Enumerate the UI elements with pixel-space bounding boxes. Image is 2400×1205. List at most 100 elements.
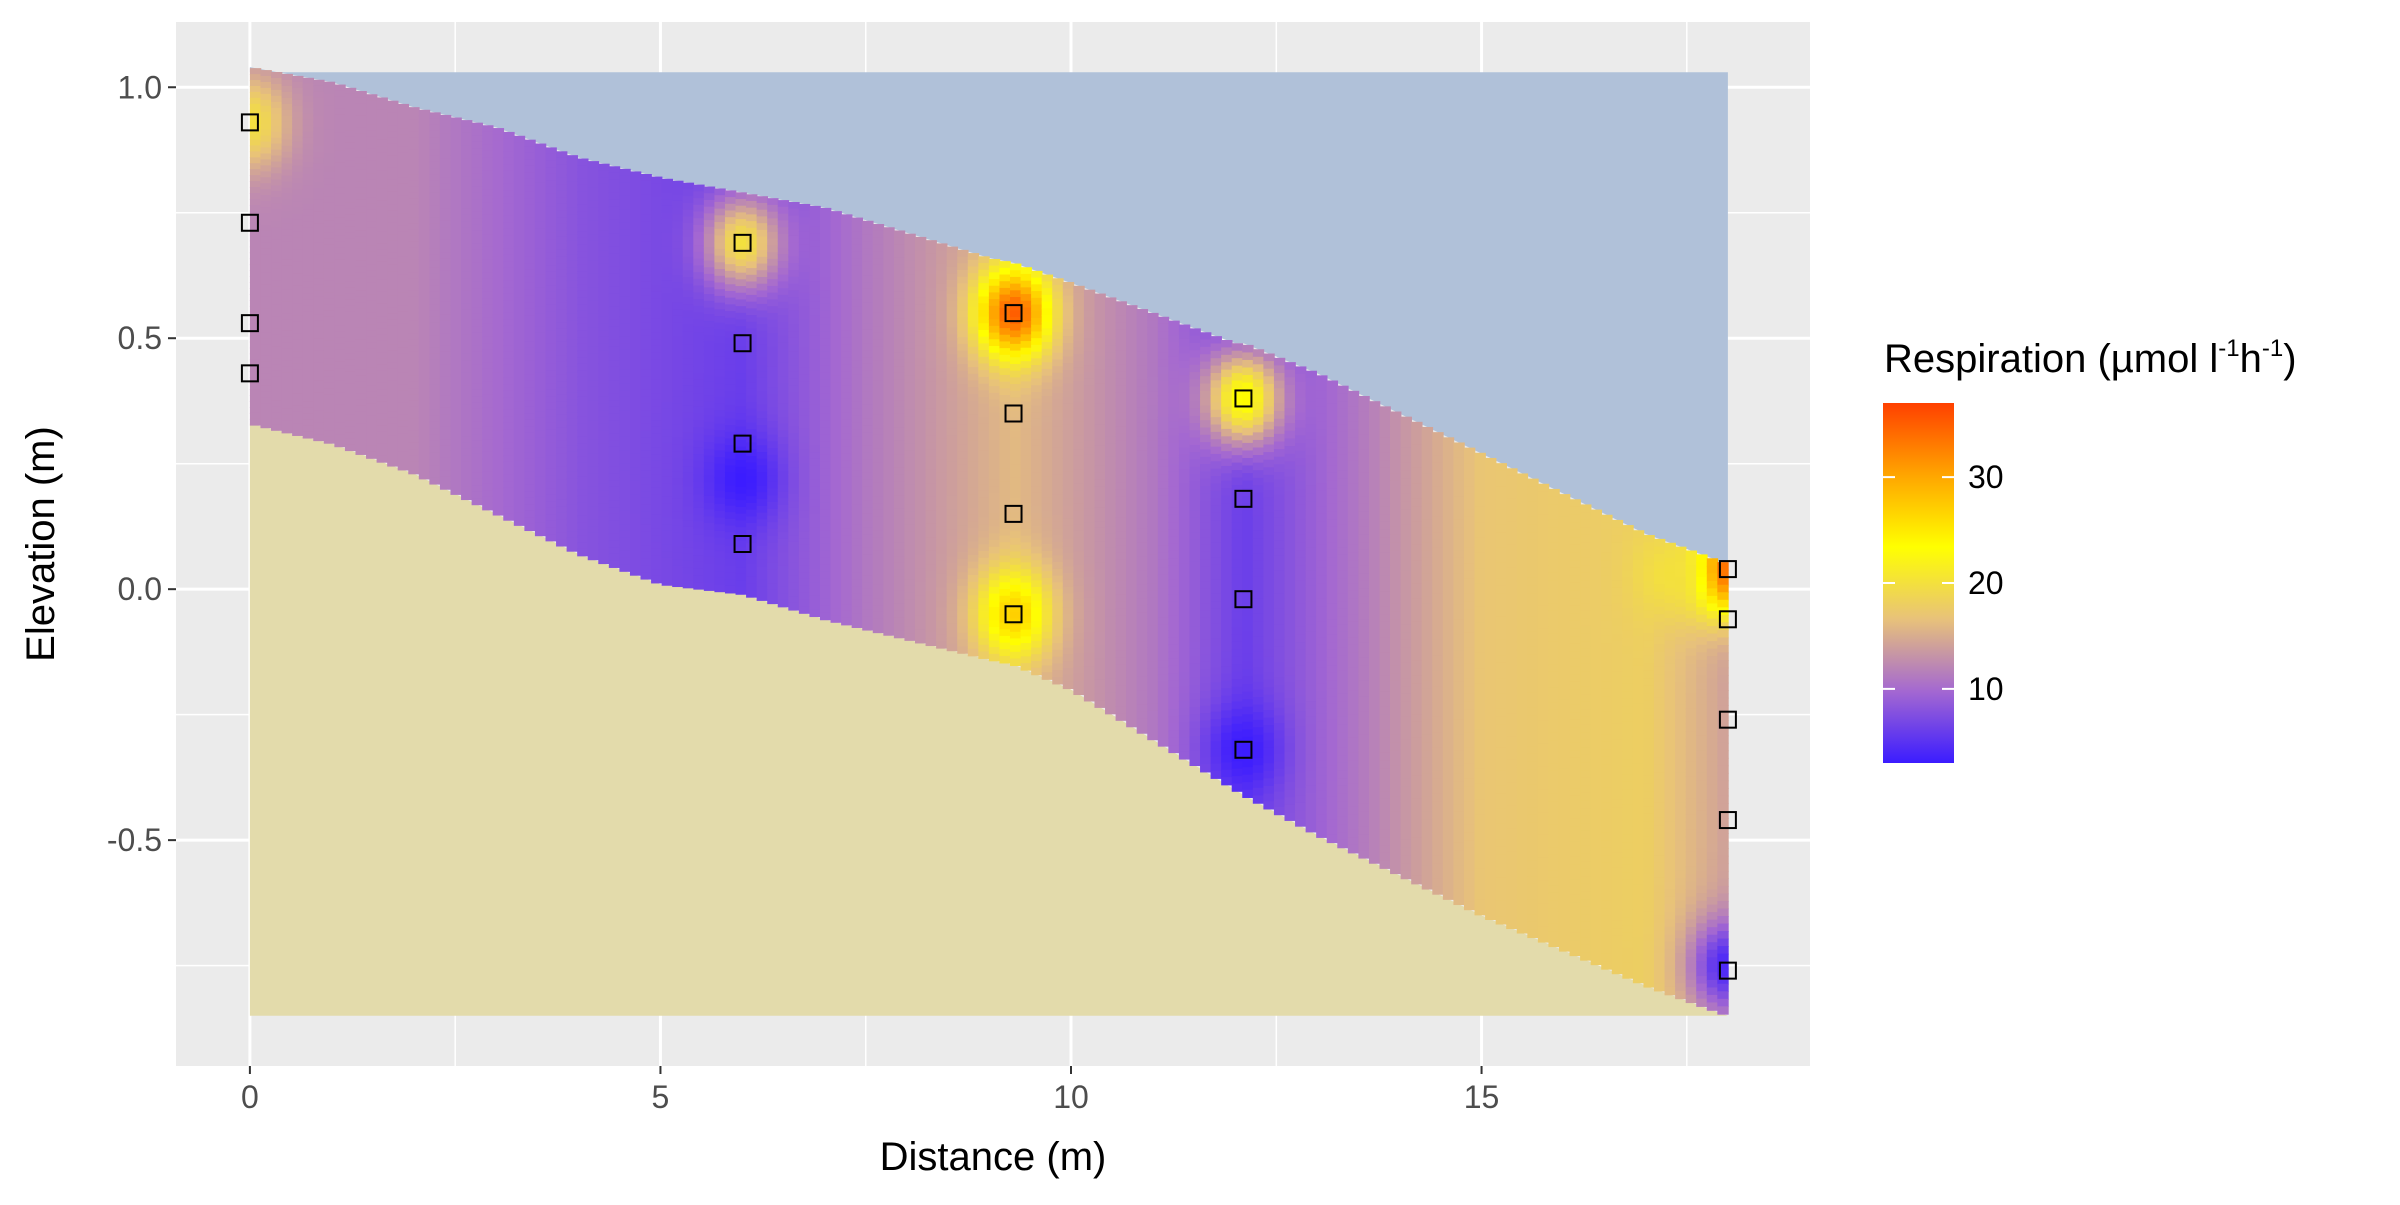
heat-cell <box>345 372 356 379</box>
heat-cell <box>915 392 926 400</box>
heat-cell <box>271 382 282 389</box>
heat-cell <box>651 529 662 537</box>
heat-cell <box>630 245 641 253</box>
heat-cell <box>1105 637 1116 645</box>
heat-cell <box>556 270 567 277</box>
heat-cell <box>767 576 778 584</box>
heat-cell <box>651 488 662 496</box>
heat-cell <box>915 555 926 563</box>
heat-cell <box>894 549 905 557</box>
heat-cell <box>778 234 789 242</box>
heat-cell <box>303 264 314 271</box>
heat-cell <box>482 381 493 388</box>
heat-cell <box>1052 407 1063 415</box>
heat-cell <box>345 124 356 131</box>
heat-cell <box>609 427 620 434</box>
heat-cell <box>619 450 630 458</box>
heat-cell <box>1116 671 1127 679</box>
heat-cell <box>873 537 884 545</box>
heat-cell <box>904 335 915 343</box>
heat-cell <box>904 525 915 533</box>
heat-cell <box>947 603 958 611</box>
heat-cell <box>641 498 652 506</box>
heat-cell <box>303 336 314 343</box>
heat-cell <box>788 236 799 244</box>
heat-cell <box>852 525 863 533</box>
heat-cell <box>1084 461 1095 469</box>
heat-cell <box>1010 558 1021 565</box>
heat-cell <box>704 213 715 221</box>
heat-cell <box>493 489 504 496</box>
heat-cell <box>883 309 894 317</box>
heat-cell <box>450 394 461 401</box>
heat-cell <box>957 539 968 547</box>
heat-cell <box>662 253 673 261</box>
heat-cell <box>936 628 947 636</box>
heat-cell <box>366 428 377 435</box>
heat-cell <box>725 385 736 393</box>
heat-cell <box>672 438 683 446</box>
heat-cell <box>398 104 409 111</box>
heat-cell <box>271 358 282 365</box>
heat-cell <box>1021 388 1032 396</box>
heat-cell <box>841 488 852 496</box>
heat-cell <box>989 306 1000 313</box>
heat-cell <box>1052 494 1063 502</box>
heat-cell <box>904 633 915 641</box>
heat-cell <box>778 512 789 520</box>
heat-cell <box>493 309 504 316</box>
heat-cell <box>999 576 1010 583</box>
heat-cell <box>1042 382 1053 390</box>
heat-cell <box>1094 404 1105 412</box>
heat-cell <box>809 568 820 576</box>
heat-cell <box>978 491 989 499</box>
heat-cell <box>619 504 630 512</box>
heat-cell <box>968 582 979 590</box>
heat-cell <box>461 398 472 405</box>
heat-cell <box>926 395 937 403</box>
heat-cell <box>450 256 461 263</box>
heat-cell <box>398 293 409 300</box>
heat-cell <box>926 618 937 626</box>
heat-cell <box>947 496 958 504</box>
heat-cell <box>704 516 715 524</box>
heat-cell <box>693 326 704 334</box>
heat-cell <box>292 208 303 215</box>
heat-cell <box>746 510 757 518</box>
heat-cell <box>736 460 747 467</box>
heat-cell <box>767 475 778 483</box>
heat-cell <box>493 199 504 206</box>
heat-cell <box>282 140 293 147</box>
heat-cell <box>324 202 335 209</box>
heat-cell <box>714 316 725 324</box>
heat-cell <box>535 405 546 412</box>
heat-cell <box>852 620 863 628</box>
heat-cell <box>989 507 1000 514</box>
heat-cell <box>1031 574 1042 582</box>
heat-cell <box>894 373 905 381</box>
heat-cell <box>503 242 514 249</box>
heat-cell <box>926 524 937 532</box>
heat-cell <box>334 205 345 212</box>
heat-cell <box>546 180 557 187</box>
heat-cell <box>693 447 704 455</box>
heat-cell <box>334 356 345 363</box>
heat-cell <box>831 471 842 479</box>
heat-cell <box>820 276 831 284</box>
heat-cell <box>809 425 820 433</box>
heat-cell <box>852 265 863 273</box>
heat-cell <box>736 320 747 327</box>
heat-cell <box>493 251 504 258</box>
heat-cell <box>1042 598 1053 606</box>
heat-cell <box>366 228 377 235</box>
heat-cell <box>767 340 778 348</box>
heat-cell <box>1052 603 1063 611</box>
heat-cell <box>1052 366 1063 374</box>
heat-cell <box>1052 657 1063 665</box>
heat-cell <box>746 322 757 330</box>
heat-cell <box>514 155 525 162</box>
heat-cell <box>577 337 588 344</box>
heat-cell <box>1063 499 1074 507</box>
heat-cell <box>292 124 303 131</box>
heat-cell <box>989 292 1000 299</box>
